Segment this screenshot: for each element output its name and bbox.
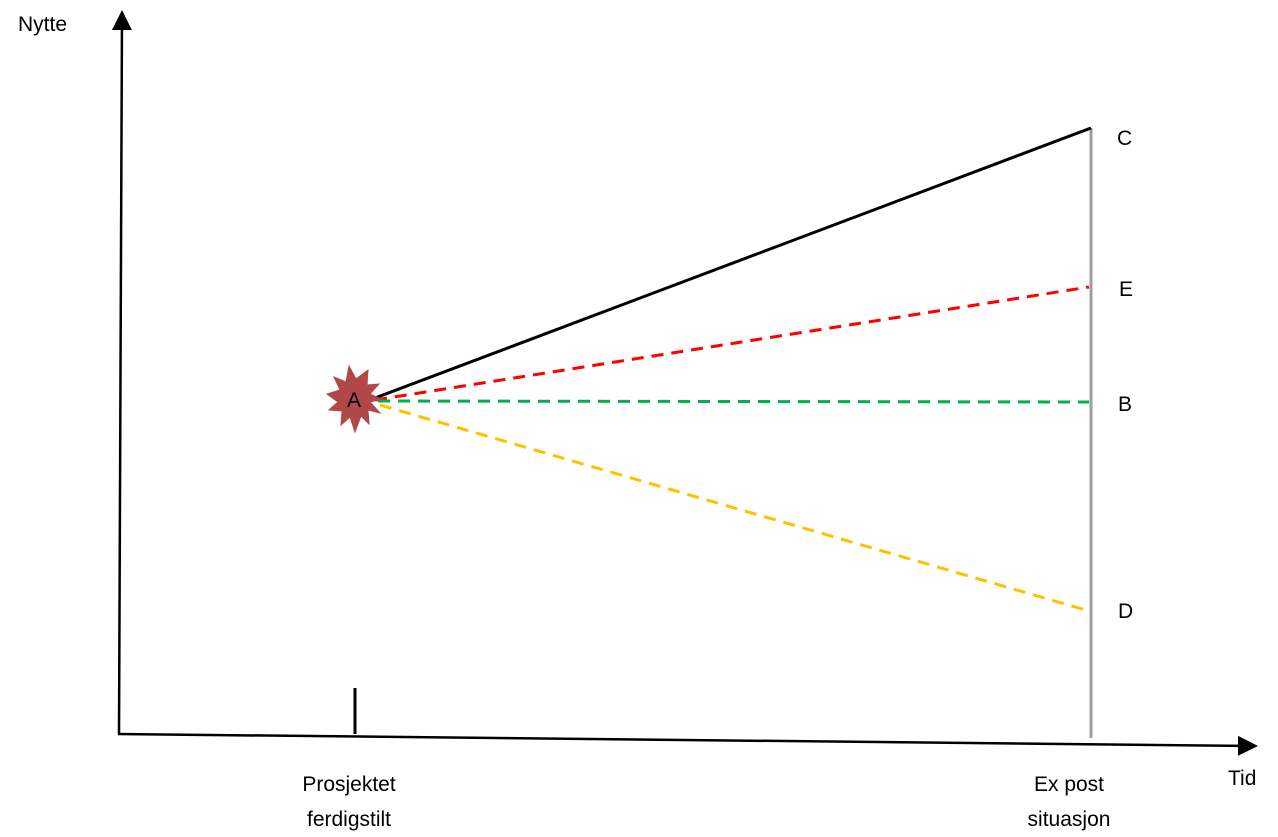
point-b-label: B xyxy=(1118,393,1133,416)
line-a-c xyxy=(374,126,1092,400)
ex-post-line-2: situasjon xyxy=(1027,808,1111,831)
line-a-e xyxy=(374,285,1090,402)
project-completed-line-1: Prosjektet xyxy=(302,773,396,796)
ex-post-line-1: Ex post xyxy=(1033,773,1105,796)
line-a-d xyxy=(379,403,1090,613)
y-axis xyxy=(111,10,132,735)
point-e-label: E xyxy=(1119,278,1134,301)
x-axis-label: Tid xyxy=(1228,767,1257,790)
project-completed-label: Prosjektet ferdigstilt xyxy=(302,767,395,837)
point-a-label: A xyxy=(347,389,362,412)
point-d-label: D xyxy=(1118,600,1134,623)
line-a-b xyxy=(377,399,1090,404)
x-axis xyxy=(117,732,1258,756)
ex-post-label: Ex post situasjon xyxy=(1028,767,1111,837)
project-completed-line-2: ferdigstilt xyxy=(306,808,392,831)
point-c-label: C xyxy=(1117,127,1133,150)
point-a-burst xyxy=(325,364,383,434)
y-axis-label: Nytte xyxy=(18,13,68,36)
